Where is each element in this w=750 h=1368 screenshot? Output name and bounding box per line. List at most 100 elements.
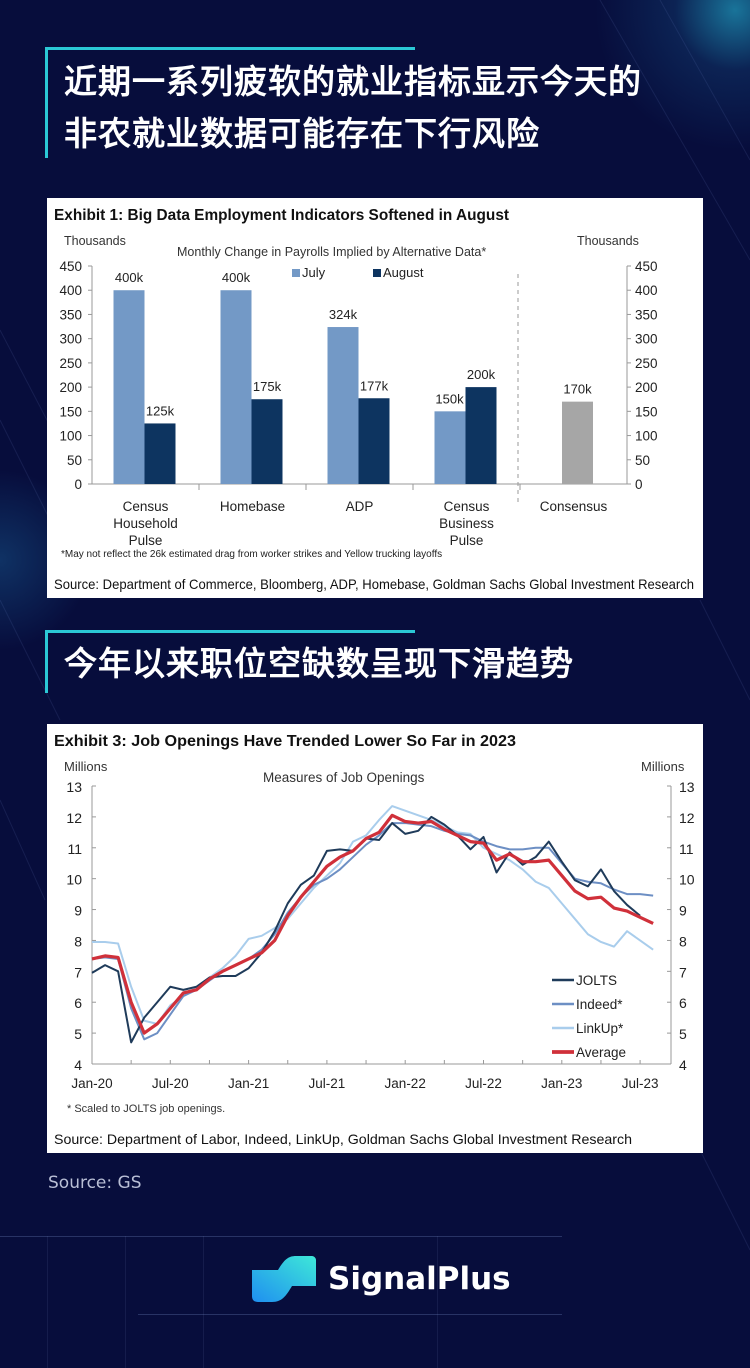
data-label: 175k (253, 379, 282, 394)
grid-line (203, 1236, 204, 1368)
y-tick-label-right: 5 (679, 1026, 687, 1042)
y-tick-label-right: 10 (679, 872, 695, 888)
bar-july (327, 327, 359, 484)
legend-swatch-july (292, 269, 300, 277)
source-note: Source: GS (48, 1173, 142, 1193)
y-tick-label-right: 50 (635, 453, 650, 468)
y-tick-label-right: 350 (635, 307, 658, 322)
headline-1-line-1: 近期一系列疲软的就业指标显示今天的 (64, 62, 642, 101)
y-tick-label-right: 250 (635, 356, 658, 371)
bar-july (434, 411, 466, 484)
y-tick-label-right: 13 (679, 779, 695, 795)
exhibit-3-card: Exhibit 3: Job Openings Have Trended Low… (47, 724, 703, 1153)
y-label-left: Thousands (64, 234, 126, 248)
x-tick-label: Jul-21 (309, 1076, 346, 1091)
line-chart: Exhibit 3: Job Openings Have Trended Low… (54, 733, 695, 1147)
x-category-label: Census (444, 499, 490, 514)
x-category-label: Business (439, 516, 494, 531)
headline-2: 今年以来职位空缺数呈现下滑趋势 (64, 644, 574, 683)
x-tick-label: Jul-22 (465, 1076, 502, 1091)
series-line-indeed (91, 822, 654, 1041)
y-tick-label-right: 6 (679, 995, 687, 1011)
headline-bracket (45, 47, 415, 158)
y-tick-label-right: 100 (635, 429, 658, 444)
legend-swatch-august (373, 269, 381, 277)
x-tick-label: Jan-23 (541, 1076, 582, 1091)
x-category-label: Pulse (450, 533, 484, 548)
divider-line (138, 1314, 562, 1315)
data-label: 400k (222, 270, 251, 285)
bar-chart: Exhibit 1: Big Data Employment Indicator… (54, 207, 694, 592)
x-tick-label: Jul-23 (622, 1076, 659, 1091)
footnote: *May not reflect the 26k estimated drag … (61, 549, 442, 560)
y-tick-label-right: 400 (635, 283, 658, 298)
chart-title: Monthly Change in Payrolls Implied by Al… (177, 245, 486, 259)
source-text: Source: Department of Labor, Indeed, Lin… (54, 1131, 632, 1147)
grid-line (437, 1236, 438, 1368)
brand-name: SignalPlus (328, 1261, 511, 1297)
bar-august (144, 423, 176, 484)
bar-august (465, 387, 497, 484)
legend-label-august: August (383, 265, 424, 280)
y-tick-label-right: 300 (635, 332, 658, 347)
x-tick-label: Jan-21 (228, 1076, 269, 1091)
y-tick-label-left: 10 (66, 872, 82, 888)
y-label-right: Thousands (577, 234, 639, 248)
y-tick-label-left: 11 (67, 841, 82, 857)
data-label: 150k (435, 391, 464, 406)
y-tick-label-right: 200 (635, 380, 658, 395)
x-category-label: Pulse (129, 533, 163, 548)
y-tick-label-right: 150 (635, 404, 658, 419)
y-tick-label-left: 7 (74, 964, 82, 980)
headline-bracket (45, 630, 415, 693)
y-tick-label-left: 13 (66, 779, 82, 795)
data-label: 400k (115, 270, 144, 285)
y-tick-label-left: 9 (74, 903, 82, 919)
y-tick-label-left: 300 (59, 332, 82, 347)
data-label: 170k (563, 382, 592, 397)
y-tick-label-left: 250 (59, 356, 82, 371)
footnote: * Scaled to JOLTS job openings. (67, 1103, 225, 1115)
data-label: 177k (360, 378, 389, 393)
y-tick-label-right: 11 (679, 841, 694, 857)
headline-1-line-2: 非农就业数据可能存在下行风险 (64, 114, 540, 153)
y-tick-label-left: 100 (59, 429, 82, 444)
y-tick-label-left: 350 (59, 307, 82, 322)
y-tick-label-right: 4 (679, 1057, 687, 1073)
legend-label-linkup: LinkUp* (576, 1021, 624, 1036)
y-tick-label-left: 200 (59, 380, 82, 395)
legend-label-indeed: Indeed* (576, 997, 623, 1012)
y-tick-label-left: 5 (74, 1026, 82, 1042)
headline-1: 近期一系列疲软的就业指标显示今天的 非农就业数据可能存在下行风险 (64, 56, 642, 160)
y-tick-label-left: 450 (59, 259, 82, 274)
signalplus-logo: SignalPlus (250, 1254, 511, 1304)
data-label: 125k (146, 403, 175, 418)
grid-line (125, 1236, 126, 1368)
series-line-average (91, 813, 654, 1035)
x-category-label: Census (123, 499, 169, 514)
bar-july (220, 290, 252, 484)
y-tick-label-right: 8 (679, 933, 687, 949)
bar-july (113, 290, 145, 484)
x-category-label: Consensus (540, 499, 608, 514)
y-tick-label-left: 400 (59, 283, 82, 298)
y-tick-label-left: 150 (59, 404, 82, 419)
x-tick-label: Jul-20 (152, 1076, 189, 1091)
y-tick-label-left: 50 (67, 453, 82, 468)
signalplus-logo-icon (252, 1256, 316, 1302)
x-category-label: Household (113, 516, 178, 531)
y-tick-label-left: 6 (74, 995, 82, 1011)
exhibit-3-title: Exhibit 3: Job Openings Have Trended Low… (54, 733, 516, 750)
source-text: Source: Department of Commerce, Bloomber… (54, 576, 694, 592)
legend-label-july: July (302, 265, 326, 280)
divider-line (0, 1236, 562, 1237)
y-label-right: Millions (641, 759, 685, 774)
y-tick-label-right: 12 (679, 810, 695, 826)
y-label-left: Millions (64, 759, 108, 774)
y-tick-label-left: 0 (74, 477, 82, 492)
bar-consensus (562, 401, 593, 484)
chart-title: Measures of Job Openings (263, 770, 425, 785)
data-label: 200k (467, 367, 496, 382)
y-tick-label-left: 12 (66, 810, 82, 826)
y-tick-label-left: 8 (74, 933, 82, 949)
